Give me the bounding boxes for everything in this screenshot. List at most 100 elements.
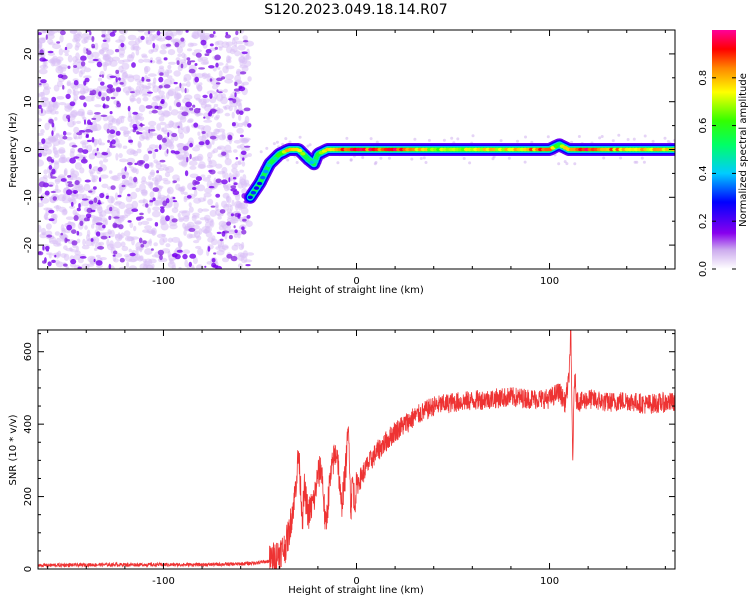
noise-blob-light (50, 30, 59, 34)
noise-blob-dark (172, 200, 178, 203)
noise-blob-dark (171, 218, 178, 223)
noise-blob-dark (189, 60, 196, 63)
noise-blob-dark (85, 129, 92, 133)
noise-blob-light (175, 57, 181, 62)
noise-blob-light (109, 240, 114, 249)
faint-dot (259, 150, 263, 154)
noise-blob-light (204, 187, 213, 194)
noise-blob-light (148, 49, 154, 54)
noise-blob-light (166, 69, 173, 74)
faint-dot (651, 139, 655, 143)
noise-blob-light (189, 160, 198, 166)
noise-blob-light (163, 129, 173, 135)
noise-blob-dark (179, 82, 182, 89)
noise-blob-light (85, 95, 94, 102)
noise-blob-light (197, 131, 201, 136)
noise-blob-light (43, 169, 48, 175)
noise-blob-light (156, 233, 166, 239)
noise-blob-light (155, 60, 163, 65)
noise-blob-dark (73, 215, 79, 221)
noise-blob-light (198, 135, 204, 141)
ridge-core (306, 157, 312, 162)
noise-blob-light (224, 106, 228, 111)
noise-blob-dark (142, 240, 147, 245)
noise-blob-dark (176, 60, 180, 65)
noise-blob-light (171, 264, 176, 269)
noise-blob-light (217, 244, 221, 249)
noise-blob-light (67, 54, 73, 63)
noise-blob-light (48, 100, 58, 108)
noise-blob-light (38, 118, 42, 122)
spectrogram-x-axis-label: Height of straight line (km) (288, 285, 424, 296)
noise-blob-dark (38, 152, 42, 158)
noise-blob-light (203, 192, 212, 198)
noise-blob-light (242, 81, 249, 86)
noise-blob-dark (208, 185, 215, 189)
faint-dot (424, 161, 428, 164)
noise-blob-light (227, 215, 234, 219)
ridge-core (300, 151, 306, 156)
noise-blob-light (178, 161, 188, 167)
faint-dot (284, 137, 288, 141)
noise-blob-light (52, 147, 58, 154)
noise-blob-light (183, 195, 188, 203)
ridge-core (269, 159, 275, 164)
noise-blob-light (152, 151, 156, 160)
noise-blob-dark (88, 163, 92, 170)
noise-blob-dark (136, 131, 140, 135)
noise-blob-light (202, 177, 211, 182)
noise-blob-light (177, 127, 184, 135)
noise-blob-light (141, 55, 148, 59)
noise-blob-light (172, 174, 180, 181)
noise-blob-light (79, 167, 85, 174)
noise-blob-light (148, 110, 153, 115)
faint-dot (345, 136, 349, 140)
faint-dot (563, 160, 567, 164)
noise-blob-dark (73, 156, 80, 159)
noise-blob-light (92, 215, 100, 224)
noise-blob-light (204, 228, 208, 235)
noise-blob-dark (97, 167, 103, 172)
noise-blob-light (118, 47, 126, 56)
noise-blob-light (86, 112, 94, 116)
noise-blob-light (94, 104, 102, 108)
noise-blob-light (217, 66, 221, 70)
noise-blob-dark (80, 61, 86, 67)
noise-blob-dark (209, 135, 217, 140)
noise-blob-light (56, 59, 62, 65)
noise-blob-dark (109, 32, 116, 37)
noise-blob-dark (118, 224, 124, 230)
noise-blob-light (152, 206, 161, 212)
noise-blob-dark (99, 74, 102, 78)
noise-blob-light (73, 136, 81, 140)
faint-dot (471, 134, 475, 138)
noise-blob-dark (89, 122, 93, 126)
noise-blob-dark (198, 108, 201, 111)
noise-blob-dark (118, 77, 121, 81)
noise-blob-dark (174, 42, 180, 48)
noise-blob-dark (214, 46, 218, 50)
noise-blob-light (239, 176, 243, 184)
noise-blob-light (61, 196, 66, 201)
ridge-core (303, 155, 309, 159)
faint-dot (456, 137, 460, 141)
noise-blob-dark (180, 63, 184, 69)
noise-blob-light (177, 187, 183, 192)
noise-blob-light (57, 65, 63, 72)
noise-blob-light (191, 34, 197, 38)
noise-blob-dark (215, 62, 219, 68)
noise-blob-dark (241, 226, 245, 231)
noise-blob-dark (230, 255, 238, 262)
faint-dot (295, 161, 299, 164)
noise-blob-light (188, 234, 197, 239)
noise-blob-light (95, 254, 101, 258)
noise-blob-dark (195, 176, 202, 182)
noise-blob-light (224, 73, 234, 80)
noise-blob-light (155, 163, 162, 170)
noise-blob-light (70, 168, 75, 175)
faint-dot (462, 157, 466, 160)
noise-blob-light (63, 253, 70, 261)
noise-blob-light (42, 174, 48, 180)
noise-blob-light (52, 43, 61, 50)
